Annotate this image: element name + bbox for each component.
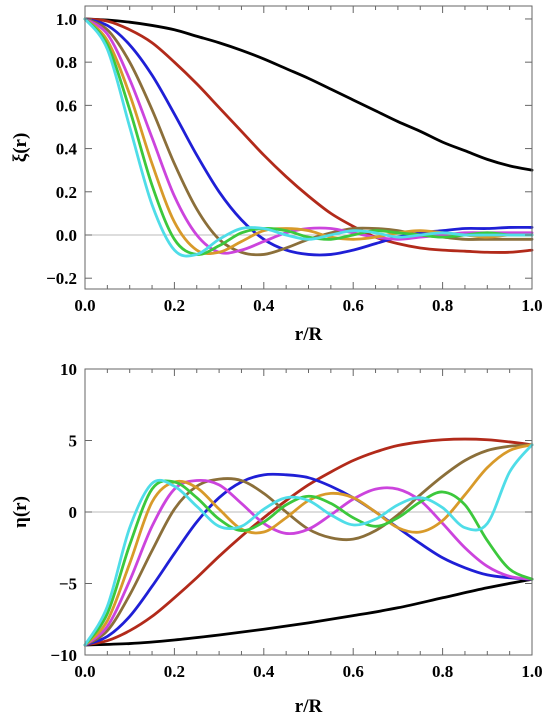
- series-line-8: [83, 443, 534, 647]
- xi-panel: 0.0 0.2 0.4 0.6 0.8 1.0 1.0 0.8 0.6 0.4 0.2 0.0 −0.2…: [10, 5, 543, 345]
- y-tick-label: 0.6: [56, 96, 77, 115]
- x-tick-label: 0.6: [343, 662, 364, 681]
- series-line-7: [83, 17, 534, 256]
- y-tick-label: 0.8: [56, 53, 77, 72]
- y-tick-label: 1.0: [56, 10, 77, 29]
- eta-panel: 0.0 0.2 0.4 0.6 0.8 1.0 10 5 0 −5 −10 r/R η(r): [10, 360, 543, 717]
- plot-frame: [84, 5, 533, 290]
- y-axis-label: η(r): [10, 496, 31, 528]
- x-tick-label: 0.0: [74, 662, 95, 681]
- x-axis-label: r/R: [295, 324, 323, 345]
- y-tick-label: 10: [60, 360, 77, 379]
- y-tick-label: 5: [69, 432, 78, 451]
- y-tick-label: 0.4: [56, 140, 78, 159]
- y-axis-label: ξ(r): [10, 133, 31, 163]
- y-tick-label: −5: [59, 575, 77, 594]
- x-tick-label: 0.4: [253, 296, 275, 315]
- series-line-1: [83, 577, 534, 647]
- y-tick-label: −10: [50, 646, 77, 665]
- series-line-2: [83, 437, 534, 647]
- series-line-7: [83, 479, 534, 647]
- y-tick-label: 0: [69, 503, 78, 522]
- series-group: [83, 17, 534, 258]
- y-tick-label: −0.2: [46, 269, 77, 288]
- x-tick-label: 0.0: [74, 296, 95, 315]
- series-line-8: [83, 17, 534, 258]
- series-line-5: [83, 478, 534, 647]
- x-tick-label: 1.0: [521, 662, 542, 681]
- x-tick-label: 0.6: [343, 296, 364, 315]
- y-tick-label: 0.0: [56, 226, 77, 245]
- series-group: [83, 437, 534, 647]
- x-tick-label: 1.0: [521, 296, 542, 315]
- series-line-5: [83, 17, 534, 255]
- x-axis-label: r/R: [295, 696, 323, 717]
- series-line-3: [83, 472, 534, 647]
- series-line-2: [83, 17, 534, 254]
- x-tick-label: 0.8: [432, 296, 453, 315]
- x-tick-label: 0.2: [164, 662, 185, 681]
- x-tick-label: 0.4: [253, 662, 275, 681]
- x-tick-label: 0.8: [432, 662, 453, 681]
- x-tick-label: 0.2: [164, 296, 185, 315]
- y-tick-label: 0.2: [56, 183, 77, 202]
- series-line-3: [83, 17, 534, 257]
- series-line-1: [83, 17, 534, 172]
